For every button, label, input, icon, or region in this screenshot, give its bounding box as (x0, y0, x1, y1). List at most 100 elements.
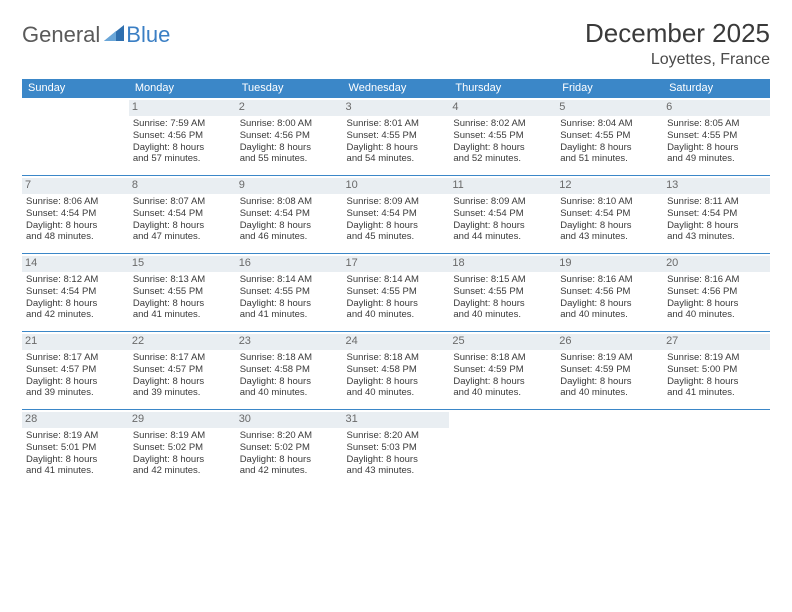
sunset-line: Sunset: 4:54 PM (133, 208, 232, 220)
day-number: 23 (236, 334, 343, 350)
daylight-line-1: Daylight: 8 hours (26, 298, 125, 310)
daylight-line-1: Daylight: 8 hours (240, 220, 339, 232)
weekday-header: Wednesday (343, 79, 450, 98)
day-number: 6 (663, 100, 770, 116)
day-number: 27 (663, 334, 770, 350)
day-number: 18 (449, 256, 556, 272)
calendar-day-cell: 13Sunrise: 8:11 AMSunset: 4:54 PMDayligh… (663, 176, 770, 254)
sunrise-line: Sunrise: 8:09 AM (347, 196, 446, 208)
calendar-day-cell: 20Sunrise: 8:16 AMSunset: 4:56 PMDayligh… (663, 254, 770, 332)
sunrise-line: Sunrise: 8:17 AM (26, 352, 125, 364)
sunset-line: Sunset: 5:01 PM (26, 442, 125, 454)
sunset-line: Sunset: 4:54 PM (347, 208, 446, 220)
daylight-line-2: and 57 minutes. (133, 153, 232, 165)
daylight-line-2: and 39 minutes. (26, 387, 125, 399)
sunset-line: Sunset: 4:58 PM (347, 364, 446, 376)
day-number: 13 (663, 178, 770, 194)
daylight-line-1: Daylight: 8 hours (26, 220, 125, 232)
daylight-line-1: Daylight: 8 hours (453, 220, 552, 232)
calendar-day-cell: 14Sunrise: 8:12 AMSunset: 4:54 PMDayligh… (22, 254, 129, 332)
daylight-line-1: Daylight: 8 hours (240, 142, 339, 154)
daylight-line-2: and 41 minutes. (133, 309, 232, 321)
sunrise-line: Sunrise: 8:20 AM (240, 430, 339, 442)
day-number: 30 (236, 412, 343, 428)
daylight-line-2: and 54 minutes. (347, 153, 446, 165)
calendar-day-cell: 16Sunrise: 8:14 AMSunset: 4:55 PMDayligh… (236, 254, 343, 332)
day-number: 22 (129, 334, 236, 350)
calendar-day-cell: 24Sunrise: 8:18 AMSunset: 4:58 PMDayligh… (343, 332, 450, 410)
sunset-line: Sunset: 5:03 PM (347, 442, 446, 454)
sunrise-line: Sunrise: 8:06 AM (26, 196, 125, 208)
calendar-day-cell: 4Sunrise: 8:02 AMSunset: 4:55 PMDaylight… (449, 98, 556, 176)
sunrise-line: Sunrise: 8:04 AM (560, 118, 659, 130)
daylight-line-1: Daylight: 8 hours (560, 220, 659, 232)
day-number: 10 (343, 178, 450, 194)
daylight-line-2: and 40 minutes. (453, 387, 552, 399)
weekday-header: Monday (129, 79, 236, 98)
daylight-line-1: Daylight: 8 hours (347, 298, 446, 310)
sunrise-line: Sunrise: 8:14 AM (347, 274, 446, 286)
calendar-day-cell: 18Sunrise: 8:15 AMSunset: 4:55 PMDayligh… (449, 254, 556, 332)
sunrise-line: Sunrise: 8:19 AM (667, 352, 766, 364)
calendar-day-cell (556, 410, 663, 488)
calendar-day-cell: 22Sunrise: 8:17 AMSunset: 4:57 PMDayligh… (129, 332, 236, 410)
calendar-day-cell: 25Sunrise: 8:18 AMSunset: 4:59 PMDayligh… (449, 332, 556, 410)
daylight-line-1: Daylight: 8 hours (26, 376, 125, 388)
calendar-day-cell: 11Sunrise: 8:09 AMSunset: 4:54 PMDayligh… (449, 176, 556, 254)
sunrise-line: Sunrise: 8:00 AM (240, 118, 339, 130)
daylight-line-2: and 40 minutes. (667, 309, 766, 321)
sunset-line: Sunset: 4:54 PM (667, 208, 766, 220)
sunrise-line: Sunrise: 8:18 AM (347, 352, 446, 364)
sunrise-line: Sunrise: 8:11 AM (667, 196, 766, 208)
sunrise-line: Sunrise: 8:19 AM (560, 352, 659, 364)
daylight-line-2: and 40 minutes. (347, 387, 446, 399)
sunrise-line: Sunrise: 8:13 AM (133, 274, 232, 286)
day-number: 21 (22, 334, 129, 350)
day-number: 12 (556, 178, 663, 194)
calendar-day-cell: 8Sunrise: 8:07 AMSunset: 4:54 PMDaylight… (129, 176, 236, 254)
daylight-line-2: and 43 minutes. (560, 231, 659, 243)
sunset-line: Sunset: 4:57 PM (133, 364, 232, 376)
daylight-line-2: and 40 minutes. (560, 387, 659, 399)
logo-word-general: General (22, 22, 100, 47)
calendar-day-cell: 1Sunrise: 7:59 AMSunset: 4:56 PMDaylight… (129, 98, 236, 176)
day-number: 25 (449, 334, 556, 350)
logo-word-blue: Blue (126, 22, 170, 48)
daylight-line-2: and 51 minutes. (560, 153, 659, 165)
weekday-header: Friday (556, 79, 663, 98)
daylight-line-2: and 42 minutes. (133, 465, 232, 477)
logo-text: General (22, 22, 100, 48)
calendar-week-row: 14Sunrise: 8:12 AMSunset: 4:54 PMDayligh… (22, 254, 770, 332)
daylight-line-2: and 52 minutes. (453, 153, 552, 165)
logo-blue-text: Blue (126, 22, 170, 47)
daylight-line-2: and 40 minutes. (453, 309, 552, 321)
daylight-line-1: Daylight: 8 hours (26, 454, 125, 466)
sunrise-line: Sunrise: 8:17 AM (133, 352, 232, 364)
daylight-line-2: and 40 minutes. (347, 309, 446, 321)
calendar-day-cell: 6Sunrise: 8:05 AMSunset: 4:55 PMDaylight… (663, 98, 770, 176)
daylight-line-2: and 42 minutes. (240, 465, 339, 477)
calendar-day-cell: 19Sunrise: 8:16 AMSunset: 4:56 PMDayligh… (556, 254, 663, 332)
calendar-week-row: 1Sunrise: 7:59 AMSunset: 4:56 PMDaylight… (22, 98, 770, 176)
daylight-line-1: Daylight: 8 hours (240, 298, 339, 310)
daylight-line-1: Daylight: 8 hours (240, 376, 339, 388)
daylight-line-1: Daylight: 8 hours (453, 376, 552, 388)
calendar-day-cell: 27Sunrise: 8:19 AMSunset: 5:00 PMDayligh… (663, 332, 770, 410)
daylight-line-1: Daylight: 8 hours (347, 376, 446, 388)
calendar-day-cell (663, 410, 770, 488)
sunrise-line: Sunrise: 8:16 AM (667, 274, 766, 286)
day-number: 1 (129, 100, 236, 116)
calendar-day-cell: 7Sunrise: 8:06 AMSunset: 4:54 PMDaylight… (22, 176, 129, 254)
sunrise-line: Sunrise: 8:05 AM (667, 118, 766, 130)
sunset-line: Sunset: 4:58 PM (240, 364, 339, 376)
daylight-line-2: and 41 minutes. (26, 465, 125, 477)
calendar-week-row: 7Sunrise: 8:06 AMSunset: 4:54 PMDaylight… (22, 176, 770, 254)
day-number: 3 (343, 100, 450, 116)
sunset-line: Sunset: 4:55 PM (133, 286, 232, 298)
sunset-line: Sunset: 4:54 PM (240, 208, 339, 220)
day-number: 14 (22, 256, 129, 272)
sunset-line: Sunset: 4:54 PM (26, 208, 125, 220)
daylight-line-2: and 45 minutes. (347, 231, 446, 243)
day-number: 20 (663, 256, 770, 272)
daylight-line-1: Daylight: 8 hours (133, 454, 232, 466)
